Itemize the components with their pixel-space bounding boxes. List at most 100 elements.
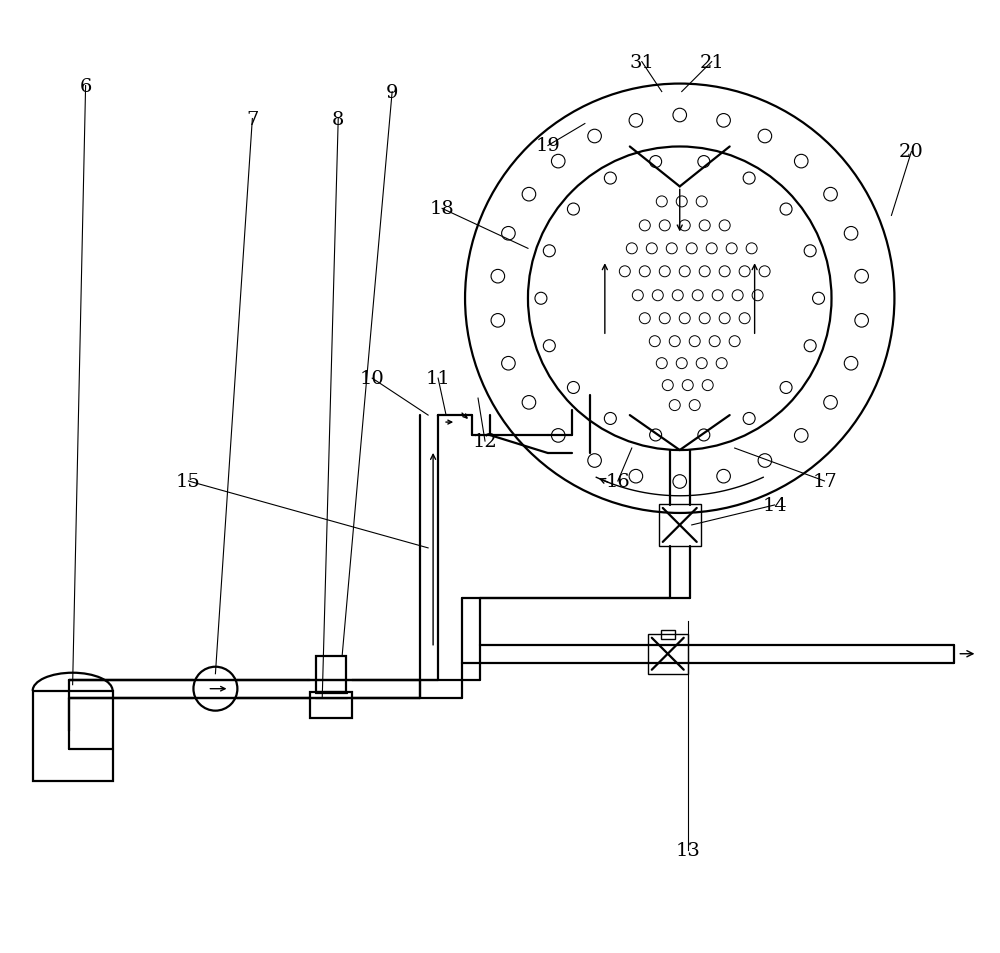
Circle shape bbox=[632, 291, 643, 301]
Circle shape bbox=[676, 358, 687, 369]
Text: 9: 9 bbox=[386, 84, 398, 101]
Circle shape bbox=[719, 314, 730, 324]
Circle shape bbox=[696, 196, 707, 208]
Text: 11: 11 bbox=[426, 370, 450, 388]
Text: 12: 12 bbox=[473, 433, 497, 451]
Circle shape bbox=[650, 156, 662, 169]
Text: 10: 10 bbox=[360, 370, 385, 388]
Circle shape bbox=[588, 455, 601, 468]
Circle shape bbox=[629, 470, 643, 483]
Circle shape bbox=[629, 114, 643, 128]
Circle shape bbox=[652, 291, 663, 301]
Bar bbox=[661, 630, 675, 639]
Circle shape bbox=[543, 246, 555, 257]
Text: 21: 21 bbox=[699, 53, 724, 71]
Circle shape bbox=[646, 244, 657, 254]
Circle shape bbox=[669, 400, 680, 411]
Circle shape bbox=[743, 413, 755, 425]
Circle shape bbox=[502, 227, 515, 241]
Text: 17: 17 bbox=[812, 473, 837, 491]
Circle shape bbox=[729, 336, 740, 347]
Circle shape bbox=[804, 246, 816, 257]
Bar bbox=[310, 692, 352, 718]
Circle shape bbox=[824, 188, 837, 202]
Circle shape bbox=[551, 155, 565, 169]
Circle shape bbox=[719, 267, 730, 277]
Circle shape bbox=[712, 291, 723, 301]
Circle shape bbox=[780, 382, 792, 394]
Circle shape bbox=[739, 267, 750, 277]
Text: 31: 31 bbox=[629, 53, 654, 71]
Circle shape bbox=[758, 455, 772, 468]
Circle shape bbox=[698, 430, 710, 441]
Circle shape bbox=[743, 172, 755, 185]
Bar bbox=[316, 656, 346, 692]
Circle shape bbox=[692, 291, 703, 301]
Circle shape bbox=[649, 336, 660, 347]
Circle shape bbox=[717, 114, 730, 128]
Circle shape bbox=[719, 221, 730, 232]
Circle shape bbox=[491, 270, 505, 284]
Circle shape bbox=[689, 400, 700, 411]
Circle shape bbox=[717, 470, 730, 483]
Circle shape bbox=[639, 267, 650, 277]
Circle shape bbox=[824, 396, 837, 410]
Text: 18: 18 bbox=[430, 200, 454, 218]
Circle shape bbox=[804, 340, 816, 353]
Circle shape bbox=[758, 131, 772, 144]
Circle shape bbox=[588, 131, 601, 144]
Circle shape bbox=[709, 336, 720, 347]
Circle shape bbox=[699, 314, 710, 324]
Text: 20: 20 bbox=[899, 143, 924, 161]
Circle shape bbox=[855, 314, 868, 328]
Circle shape bbox=[752, 291, 763, 301]
Circle shape bbox=[673, 476, 687, 489]
Circle shape bbox=[491, 314, 505, 328]
Circle shape bbox=[679, 267, 690, 277]
Circle shape bbox=[716, 358, 727, 369]
Circle shape bbox=[567, 382, 579, 394]
Circle shape bbox=[666, 244, 677, 254]
Circle shape bbox=[682, 380, 693, 392]
Text: 15: 15 bbox=[176, 473, 201, 491]
Circle shape bbox=[626, 244, 637, 254]
Bar bbox=[659, 504, 701, 546]
Circle shape bbox=[696, 358, 707, 369]
Text: 16: 16 bbox=[605, 473, 630, 491]
Circle shape bbox=[502, 357, 515, 371]
Circle shape bbox=[746, 244, 757, 254]
Circle shape bbox=[659, 267, 670, 277]
Circle shape bbox=[686, 244, 697, 254]
Bar bbox=[33, 691, 113, 781]
Circle shape bbox=[567, 204, 579, 215]
Text: 13: 13 bbox=[675, 841, 700, 860]
Circle shape bbox=[699, 267, 710, 277]
Circle shape bbox=[656, 196, 667, 208]
Circle shape bbox=[604, 413, 616, 425]
Circle shape bbox=[844, 357, 858, 371]
Circle shape bbox=[659, 221, 670, 232]
Circle shape bbox=[659, 314, 670, 324]
Circle shape bbox=[689, 336, 700, 347]
Circle shape bbox=[543, 340, 555, 353]
Circle shape bbox=[673, 110, 687, 123]
Circle shape bbox=[676, 196, 687, 208]
Circle shape bbox=[706, 244, 717, 254]
Text: 19: 19 bbox=[535, 137, 560, 155]
Circle shape bbox=[855, 270, 868, 284]
Circle shape bbox=[669, 336, 680, 347]
Text: 6: 6 bbox=[79, 77, 92, 95]
Circle shape bbox=[679, 221, 690, 232]
Circle shape bbox=[551, 429, 565, 443]
Circle shape bbox=[522, 396, 536, 410]
Circle shape bbox=[604, 172, 616, 185]
Text: 7: 7 bbox=[246, 111, 259, 129]
Circle shape bbox=[639, 221, 650, 232]
Circle shape bbox=[639, 314, 650, 324]
Circle shape bbox=[535, 293, 547, 305]
Circle shape bbox=[699, 221, 710, 232]
Circle shape bbox=[662, 380, 673, 392]
Circle shape bbox=[698, 156, 710, 169]
Circle shape bbox=[732, 291, 743, 301]
Circle shape bbox=[619, 267, 630, 277]
